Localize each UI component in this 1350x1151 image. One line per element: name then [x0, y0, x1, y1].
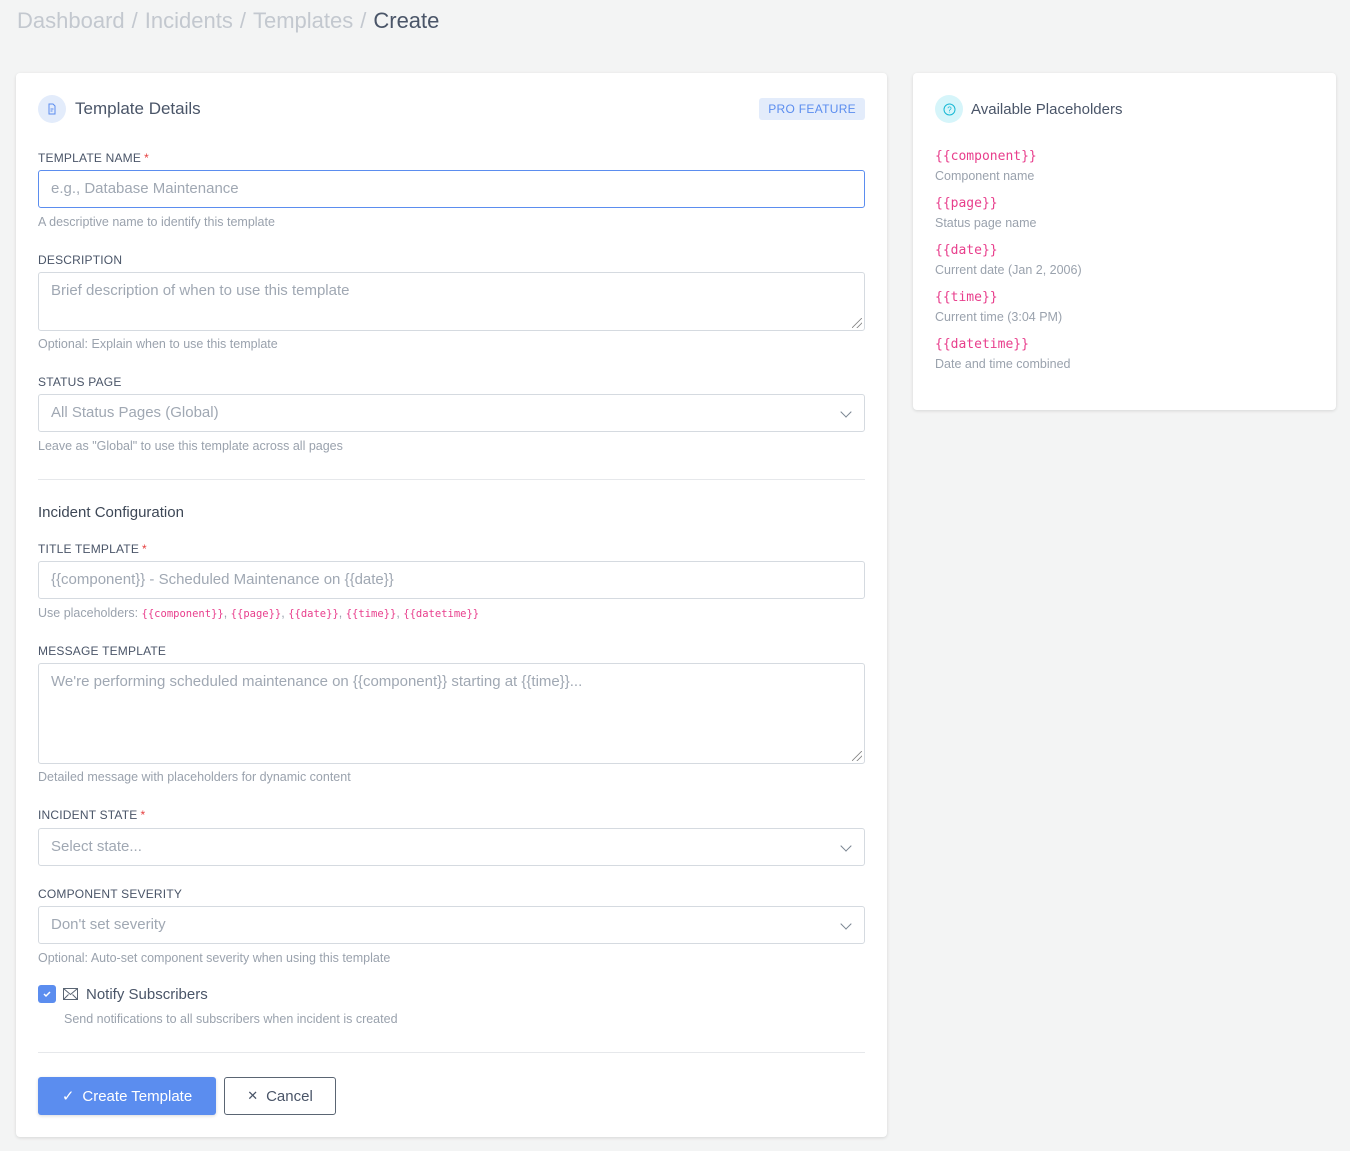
template-name-input[interactable]: e.g., Database Maintenance	[38, 170, 865, 208]
title-template-input[interactable]: {{component}} - Scheduled Maintenance on…	[38, 561, 865, 599]
message-template-textarea[interactable]: We're performing scheduled maintenance o…	[38, 663, 865, 764]
notify-label[interactable]: Notify Subscribers	[86, 986, 208, 1003]
component-severity-hint: Optional: Auto-set component severity wh…	[38, 951, 391, 965]
breadcrumb-templates[interactable]: Templates	[252, 8, 354, 33]
description-hint: Optional: Explain when to use this templ…	[38, 337, 278, 351]
placeholder-code: {{time}}	[935, 290, 998, 305]
placeholder-description: Current time (3:04 PM)	[935, 310, 1063, 324]
notify-hint: Send notifications to all subscribers wh…	[64, 1012, 398, 1026]
close-icon: ✕	[247, 1088, 259, 1103]
document-icon	[38, 95, 66, 123]
breadcrumb-current: Create	[373, 8, 440, 33]
placeholder-item: {{time}} Current time (3:04 PM)	[935, 290, 1082, 324]
placeholder-code: {{component}}	[935, 149, 1037, 164]
placeholder-item: {{component}} Component name	[935, 149, 1082, 183]
section-heading: Incident Configuration	[38, 504, 184, 521]
component-severity-select[interactable]: Don't set severity	[38, 906, 865, 944]
resize-handle[interactable]	[852, 318, 862, 328]
title-template-label: TITLE TEMPLATE *	[38, 542, 147, 556]
chevron-down-icon	[840, 840, 852, 852]
placeholder-description: Component name	[935, 169, 1035, 183]
placeholder-code: {{page}}	[935, 196, 998, 211]
placeholder-item: {{datetime}} Date and time combined	[935, 337, 1082, 371]
check-icon	[43, 991, 51, 998]
create-template-button[interactable]: ✓ Create Template	[38, 1077, 216, 1115]
breadcrumb: Dashboard / Incidents / Templates / Create	[17, 8, 440, 33]
description-label: DESCRIPTION	[38, 253, 123, 267]
breadcrumb-incidents[interactable]: Incidents	[144, 8, 233, 33]
title-template-hint: Use placeholders: {{component}}, {{page}…	[38, 606, 480, 620]
placeholder-description: Current date (Jan 2, 2006)	[935, 263, 1082, 277]
description-textarea[interactable]: Brief description of when to use this te…	[38, 272, 865, 331]
template-name-hint: A descriptive name to identify this temp…	[38, 215, 275, 229]
placeholder-code: {{datetime}}	[935, 337, 1029, 352]
message-template-label: MESSAGE TEMPLATE	[38, 644, 167, 658]
incident-state-label: INCIDENT STATE *	[38, 808, 146, 822]
incident-state-select[interactable]: Select state...	[38, 828, 865, 866]
envelope-icon	[63, 988, 78, 1000]
placeholder-list: {{component}} Component name {{page}} Statu…	[935, 149, 1082, 384]
status-page-label: STATUS PAGE	[38, 375, 122, 389]
pro-feature-badge: PRO FEATURE	[759, 98, 865, 120]
status-page-hint: Leave as "Global" to use this template a…	[38, 439, 343, 453]
placeholder-description: Status page name	[935, 216, 1037, 230]
card-title: Template Details	[75, 99, 201, 118]
placeholders-card: ? Available Placeholders {{component}} Co…	[913, 73, 1336, 410]
message-template-hint: Detailed message with placeholders for d…	[38, 770, 351, 784]
template-details-card: Template Details PRO FEATURE TEMPLATE NA…	[16, 73, 887, 1137]
placeholder-item: {{page}} Status page name	[935, 196, 1082, 230]
status-page-select[interactable]: All Status Pages (Global)	[38, 394, 865, 432]
template-name-label: TEMPLATE NAME *	[38, 151, 149, 165]
resize-handle[interactable]	[852, 751, 862, 761]
component-severity-label: COMPONENT SEVERITY	[38, 887, 183, 901]
chevron-down-icon	[840, 918, 852, 930]
breadcrumb-dashboard[interactable]: Dashboard	[17, 8, 125, 33]
placeholder-description: Date and time combined	[935, 357, 1071, 371]
divider	[38, 1052, 865, 1053]
check-icon: ✓	[61, 1088, 75, 1105]
svg-text:?: ?	[947, 105, 952, 114]
chevron-down-icon	[840, 406, 852, 418]
card-title: Available Placeholders	[971, 101, 1123, 118]
question-icon: ?	[935, 95, 963, 123]
cancel-button[interactable]: ✕ Cancel	[224, 1077, 336, 1115]
notify-checkbox[interactable]	[38, 985, 56, 1003]
placeholder-code: {{date}}	[935, 243, 998, 258]
placeholder-item: {{date}} Current date (Jan 2, 2006)	[935, 243, 1082, 277]
divider	[38, 479, 865, 480]
